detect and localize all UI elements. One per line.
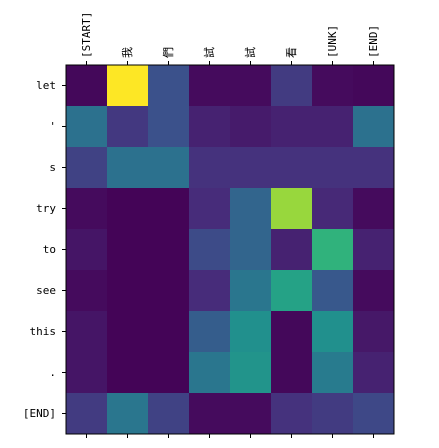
- y-tick-label: see: [36, 284, 56, 297]
- heatmap-cell: [353, 270, 395, 312]
- y-axis: let ' s try to see this. [END]: [23, 79, 66, 420]
- heatmap-cell: [230, 270, 272, 312]
- y-tick-label: try: [36, 202, 56, 215]
- heatmap-cell: [271, 311, 313, 353]
- heatmap-cell: [148, 311, 190, 353]
- y-tick-label: s: [49, 161, 56, 174]
- heatmap-cell: [230, 147, 272, 189]
- heatmap-cell: [189, 229, 231, 271]
- x-tick-label: [UNK]: [326, 25, 339, 58]
- y-tick-label: .: [49, 366, 56, 379]
- heatmap-cell: [271, 106, 313, 148]
- heatmap-cell: [353, 229, 395, 271]
- heatmap-cell: [189, 393, 231, 435]
- x-tick-label: 我: [121, 47, 134, 58]
- heatmap-cell: [66, 352, 108, 394]
- heatmap-cell: [230, 311, 272, 353]
- heatmap-cell: [189, 188, 231, 230]
- heatmap-cell: [271, 65, 313, 107]
- heatmap-cell: [107, 352, 149, 394]
- heatmap-cell: [66, 270, 108, 312]
- y-tick-label: let: [36, 79, 56, 92]
- heatmap-cell: [312, 65, 354, 107]
- heatmap-cell: [271, 393, 313, 435]
- heatmap-cell: [107, 147, 149, 189]
- heatmap-cell: [148, 270, 190, 312]
- heatmap-cell: [107, 270, 149, 312]
- heatmap-cell: [189, 352, 231, 394]
- y-tick-label: [END]: [23, 407, 56, 420]
- heatmap-cell: [148, 188, 190, 230]
- heatmap-cell: [107, 229, 149, 271]
- heatmap-cell: [66, 106, 108, 148]
- heatmap-cell: [148, 352, 190, 394]
- heatmap-cell: [230, 229, 272, 271]
- heatmap-cell: [148, 229, 190, 271]
- heatmap-cell: [148, 393, 190, 435]
- heatmap-cell: [312, 270, 354, 312]
- y-tick-label: to: [43, 243, 56, 256]
- heatmap-cell: [66, 147, 108, 189]
- heatmap-cell: [189, 311, 231, 353]
- heatmap-cell: [148, 65, 190, 107]
- heatmap-cell: [271, 188, 313, 230]
- heatmap-cell: [107, 65, 149, 107]
- heatmap-cell: [66, 229, 108, 271]
- heatmap-cell: [353, 393, 395, 435]
- heatmap-cell: [107, 106, 149, 148]
- heatmap-cell: [271, 270, 313, 312]
- heatmap-cell: [189, 106, 231, 148]
- heatmap-cell: [312, 229, 354, 271]
- heatmap-cell: [107, 311, 149, 353]
- heatmap-cell: [353, 311, 395, 353]
- heatmap-cell: [353, 147, 395, 189]
- heatmap-cell: [66, 188, 108, 230]
- heatmap-cell: [312, 188, 354, 230]
- x-tick-label: 看: [284, 47, 298, 58]
- heatmap-cell: [312, 393, 354, 435]
- heatmap-cell: [189, 270, 231, 312]
- heatmap-cell: [230, 106, 272, 148]
- heatmap-cell: [230, 65, 272, 107]
- heatmap-cell: [189, 65, 231, 107]
- heatmap-cell: [189, 147, 231, 189]
- x-tick-label: [START]: [80, 12, 93, 58]
- heatmap-cell: [271, 229, 313, 271]
- y-tick-label: ': [49, 120, 56, 133]
- x-tick-label: [END]: [367, 25, 380, 58]
- heatmap-cell: [271, 352, 313, 394]
- heatmap-cell: [107, 393, 149, 435]
- heatmap-cell: [353, 65, 395, 107]
- heatmap-cell: [312, 147, 354, 189]
- heatmap-cell: [271, 147, 313, 189]
- x-axis: [START] 我 們 試 試 看 [UNK] [END]: [80, 12, 380, 438]
- heatmap-cell: [312, 106, 354, 148]
- heatmap-cell: [230, 352, 272, 394]
- heatmap-cell: [353, 352, 395, 394]
- x-tick-label: 試: [202, 47, 216, 58]
- heatmap-cell: [312, 311, 354, 353]
- heatmap-cell: [312, 352, 354, 394]
- heatmap-cell: [230, 188, 272, 230]
- heatmap-cell: [148, 106, 190, 148]
- heatmap-cells: [66, 65, 395, 435]
- x-tick-label: 們: [162, 47, 175, 58]
- heatmap-cell: [353, 188, 395, 230]
- heatmap-cell: [353, 106, 395, 148]
- x-tick-label: 試: [243, 47, 257, 58]
- heatmap-cell: [230, 393, 272, 435]
- y-tick-label: this: [30, 325, 57, 338]
- heatmap-cell: [107, 188, 149, 230]
- heatmap-cell: [66, 65, 108, 107]
- heatmap-cell: [148, 147, 190, 189]
- heatmap-cell: [66, 311, 108, 353]
- heatmap-cell: [66, 393, 108, 435]
